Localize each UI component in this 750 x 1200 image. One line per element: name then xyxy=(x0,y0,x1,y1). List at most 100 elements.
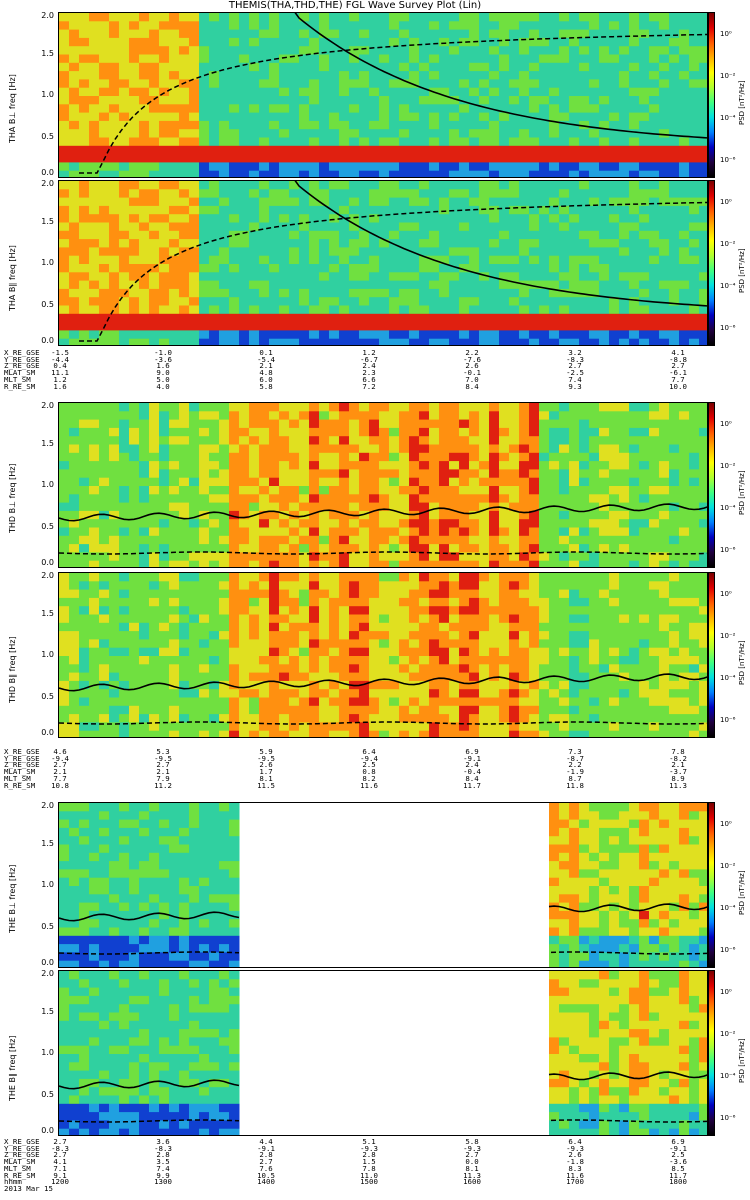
frequency-trace-line xyxy=(59,673,707,692)
ephemeris-column: 7.3 -8.7 2.2 -1.9 8.7 11.8 xyxy=(566,747,584,790)
ephemeris-column: 2.2 -7.6 2.6 -0.1 7.0 8.4 xyxy=(463,348,481,391)
spectrogram-canvas xyxy=(59,181,707,345)
colorbar xyxy=(708,802,715,968)
colorbar-tick-label: 10⁻⁴ xyxy=(720,504,736,512)
colorbar xyxy=(708,180,715,346)
dashed-frequency-line xyxy=(79,33,707,174)
y-axis-label: THA B∥ freq [Hz] xyxy=(8,245,17,311)
y-axis-label: THA B⊥ freq [Hz] xyxy=(8,74,17,143)
dashed-frequency-line xyxy=(79,201,707,342)
ephemeris-column: 6.9 -9.1 2.4 -0.4 8.4 11.7 xyxy=(463,747,481,790)
y-tick-label: 1.5 xyxy=(41,608,54,618)
y-axis-label: THD B∥ freq [Hz] xyxy=(8,636,17,703)
colorbar-tick-label: 10⁻² xyxy=(720,462,736,470)
colorbar xyxy=(708,12,715,178)
ephemeris-column: 6.9 -9.1 2.5 -3.6 8.5 11.7 1800 xyxy=(669,1137,687,1187)
y-tick-label: 2.0 xyxy=(41,179,54,188)
y-tick-label: 0.0 xyxy=(41,336,54,345)
colorbar-tick-label: 10⁻⁴ xyxy=(720,114,736,122)
colorbar-tick-label: 10⁰ xyxy=(720,30,732,38)
y-tick-label: 2.0 xyxy=(41,969,54,978)
y-tick-label: 2.0 xyxy=(41,571,54,580)
y-tick-label: 0.0 xyxy=(41,1126,54,1135)
y-tick-label: 1.5 xyxy=(41,48,54,58)
ephemeris-column: 4.4 -9.1 2.8 2.7 7.6 10.5 1400 xyxy=(257,1137,275,1187)
colorbar-tick-label: 10⁻⁴ xyxy=(720,674,736,682)
y-tick-label: 0.0 xyxy=(41,168,54,177)
dashed-frequency-line xyxy=(59,1119,707,1123)
colorbar-tick-label: 10⁰ xyxy=(720,988,732,996)
ephemeris-column: -1.5 -4.4 0.4 11.1 1.2 1.6 xyxy=(51,348,69,391)
frequency-trace-line xyxy=(294,13,707,139)
colorbar-tick-label: 10⁰ xyxy=(720,198,732,206)
colorbar-label: PSD [nT²/Hz] xyxy=(738,870,746,915)
colorbar-tick-label: 10⁻⁶ xyxy=(720,156,736,164)
ephemeris-column: 0.1 -5.4 2.1 4.8 6.0 5.8 xyxy=(257,348,275,391)
colorbar-label: PSD [nT²/Hz] xyxy=(738,1038,746,1083)
frequency-trace-line xyxy=(59,503,707,522)
ephemeris-column: 1.2 -6.7 2.4 2.3 6.6 7.2 xyxy=(360,348,378,391)
y-tick-label: 0.5 xyxy=(41,131,54,141)
colorbar xyxy=(708,402,715,568)
y-tick-label: 0.5 xyxy=(41,521,54,531)
y-tick-label: 0.5 xyxy=(41,691,54,701)
spectrogram-canvas xyxy=(59,803,707,967)
colorbar-tick-label: 10⁻² xyxy=(720,862,736,870)
y-tick-label: 1.0 xyxy=(41,1048,54,1057)
y-tick-label: 0.0 xyxy=(41,728,54,737)
colorbar-tick-label: 10⁻² xyxy=(720,632,736,640)
spectrogram-panel-tha-bpar xyxy=(58,180,708,346)
y-axis-label: THE B∥ freq [Hz] xyxy=(8,1035,17,1101)
colorbar-tick-label: 10⁰ xyxy=(720,820,732,828)
ephemeris-column: -1.0 -3.6 1.6 9.0 5.0 4.0 xyxy=(154,348,172,391)
ephemeris-column: 3.2 -8.3 2.7 -2.5 7.4 9.3 xyxy=(566,348,584,391)
spectrogram-canvas xyxy=(59,403,707,567)
colorbar-tick-label: 10⁻² xyxy=(720,240,736,248)
ephemeris-labels: X_RE_GSE Y_RE_GSE Z_RE_GSE MLAT_SM MLT_S… xyxy=(4,1137,53,1193)
dashed-frequency-line xyxy=(59,951,707,955)
y-tick-label: 2.0 xyxy=(41,801,54,810)
y-tick-label: 0.5 xyxy=(41,299,54,309)
ephemeris-column: 5.8 -9.3 2.7 0.0 8.1 11.3 1600 xyxy=(463,1137,481,1187)
frequency-trace-line xyxy=(294,181,707,307)
ephemeris-column: 2.7 -8.3 2.7 4.1 7.1 9.1 1200 xyxy=(51,1137,69,1187)
spectrogram-panel-thd-bpar xyxy=(58,572,708,738)
colorbar-tick-label: 10⁻⁶ xyxy=(720,1114,736,1122)
y-axis-label: THE B⊥ freq [Hz] xyxy=(8,864,17,933)
plot-title: THEMIS(THA,THD,THE) FGL Wave Survey Plot… xyxy=(228,0,482,11)
colorbar xyxy=(708,970,715,1136)
frequency-trace-line xyxy=(59,1071,707,1090)
colorbar-label: PSD [nT²/Hz] xyxy=(738,80,746,125)
y-tick-label: 1.5 xyxy=(41,438,54,448)
y-tick-label: 0.5 xyxy=(41,921,54,931)
ephemeris-labels: X_RE_GSE Y_RE_GSE Z_RE_GSE MLAT_SM MLT_S… xyxy=(4,348,40,391)
ephemeris-column: 6.4 -9.4 2.5 0.8 8.2 11.6 xyxy=(360,747,378,790)
dashed-frequency-line xyxy=(59,721,707,725)
colorbar-tick-label: 10⁻⁶ xyxy=(720,324,736,332)
colorbar-tick-label: 10⁻⁴ xyxy=(720,1072,736,1080)
ephemeris-column: 7.8 -8.2 2.1 -3.7 8.9 11.3 xyxy=(669,747,687,790)
colorbar-label: PSD [nT²/Hz] xyxy=(738,248,746,293)
y-tick-label: 2.0 xyxy=(41,11,54,20)
spectrogram-panel-the-bperp xyxy=(58,802,708,968)
colorbar-tick-label: 10⁻⁶ xyxy=(720,716,736,724)
colorbar-tick-label: 10⁻⁴ xyxy=(720,282,736,290)
ephemeris-column: 5.9 -9.5 2.6 1.7 8.1 11.5 xyxy=(257,747,275,790)
colorbar-tick-label: 10⁻⁶ xyxy=(720,546,736,554)
ephemeris-column: 4.1 -8.8 2.7 -6.1 7.7 10.0 xyxy=(669,348,687,391)
colorbar-tick-label: 10⁰ xyxy=(720,590,732,598)
spectrogram-panel-tha-bperp xyxy=(58,12,708,178)
colorbar-tick-label: 10⁻⁶ xyxy=(720,946,736,954)
y-tick-label: 1.0 xyxy=(41,258,54,267)
spectrogram-canvas xyxy=(59,971,707,1135)
spectrogram-canvas xyxy=(59,573,707,737)
y-tick-label: 0.5 xyxy=(41,1089,54,1099)
y-tick-label: 0.0 xyxy=(41,958,54,967)
colorbar-tick-label: 10⁻² xyxy=(720,72,736,80)
y-tick-label: 1.5 xyxy=(41,1006,54,1016)
colorbar-tick-label: 10⁻² xyxy=(720,1030,736,1038)
colorbar-tick-label: 10⁻⁴ xyxy=(720,904,736,912)
ephemeris-column: 6.4 -9.3 2.6 -1.8 8.3 11.6 1700 xyxy=(566,1137,584,1187)
ephemeris-labels: X_RE_GSE Y_RE_GSE Z_RE_GSE MLAT_SM MLT_S… xyxy=(4,747,40,790)
frequency-trace-line xyxy=(59,903,707,922)
